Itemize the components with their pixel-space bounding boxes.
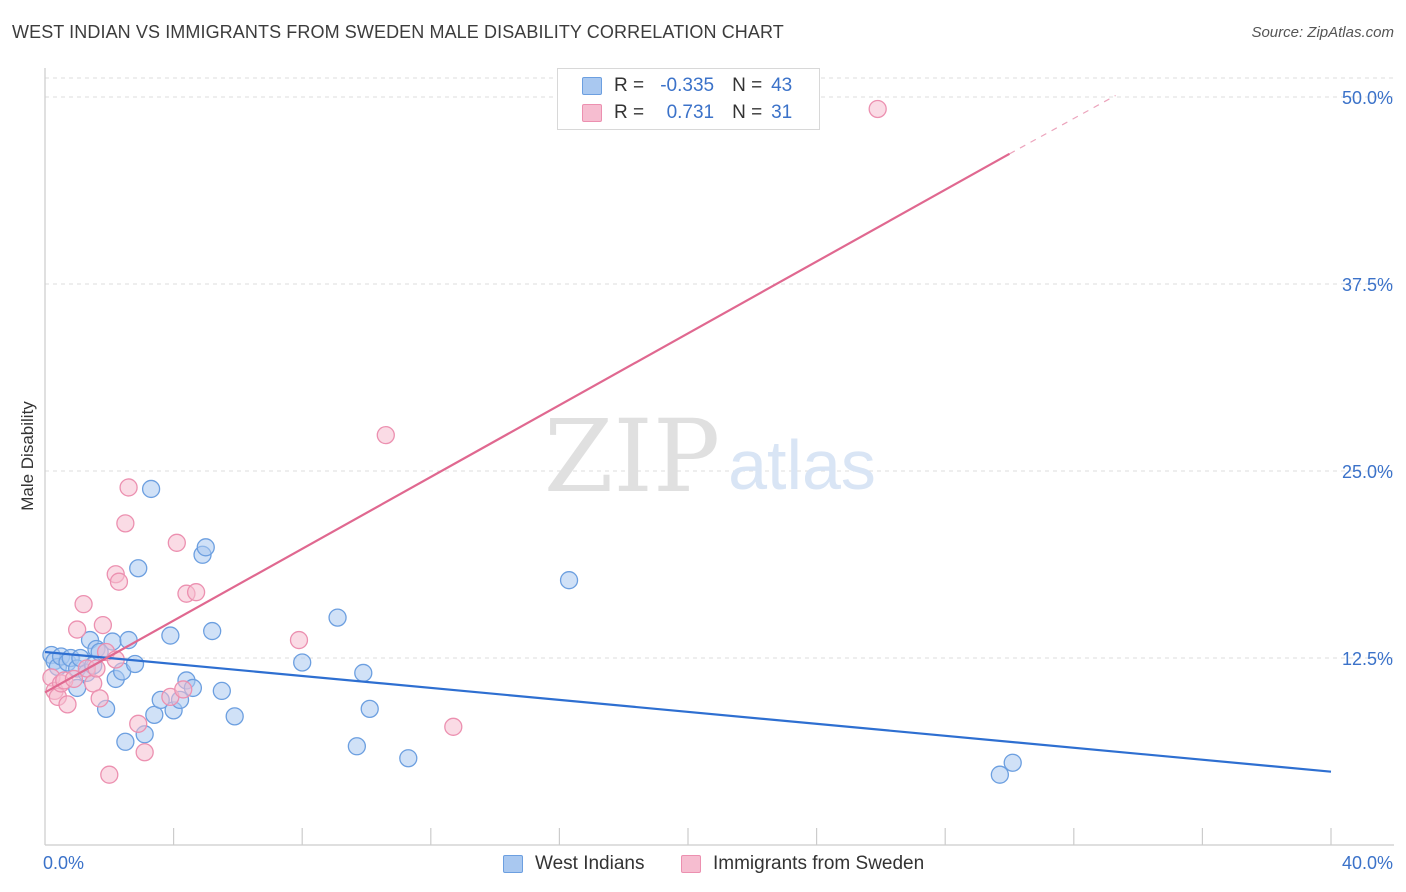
sweden-points <box>42 99 887 784</box>
sweden-point <box>93 615 113 635</box>
gridlines <box>45 77 1394 659</box>
sweden-point <box>174 680 193 699</box>
west-indians-point <box>360 699 379 719</box>
sweden-point <box>376 425 395 445</box>
sweden-trend-extension <box>1009 94 1116 155</box>
y-tick-label: 50.0% <box>1342 88 1393 108</box>
west-indians-point <box>129 559 148 578</box>
legend-west-indians[interactable]: West Indians <box>503 852 644 876</box>
sweden-point <box>868 99 887 119</box>
x-tick-label: 0.0% <box>43 853 84 873</box>
sweden-point <box>186 583 206 602</box>
n-value: 31 <box>771 102 793 123</box>
sweden-point <box>68 620 87 639</box>
correlation-stats-box: R = -0.335 N = 43 R = 0.731 N = 31 <box>557 68 820 130</box>
axes <box>44 68 1394 846</box>
sweden-point <box>444 717 463 736</box>
west-indians-point <box>328 608 347 627</box>
west-indians-point <box>116 732 135 751</box>
legend-west-indians-swatch <box>503 855 523 873</box>
chart-title: WEST INDIAN VS IMMIGRANTS FROM SWEDEN MA… <box>12 22 784 42</box>
chart-source: Source: ZipAtlas.com <box>1251 24 1394 41</box>
r-value: 0.731 <box>666 102 715 123</box>
sweden-point <box>167 533 186 552</box>
sweden-point <box>135 743 154 762</box>
west-indians-point <box>347 737 367 756</box>
west-indians-point <box>125 654 145 674</box>
west-indians-points <box>42 479 1022 784</box>
sweden-point <box>100 765 119 784</box>
west-indians-point <box>212 681 231 701</box>
trend-lines <box>44 94 1332 773</box>
r-value: -0.335 <box>660 75 715 96</box>
x-tick-label: 40.0% <box>1342 853 1393 873</box>
sweden-swatch <box>582 104 602 122</box>
west-indians-point <box>559 571 579 590</box>
west-indians-swatch <box>582 77 602 95</box>
n-value: 43 <box>771 75 793 96</box>
r-label: R = <box>614 102 645 123</box>
sweden-point <box>119 478 138 497</box>
r-label: R = <box>614 75 645 96</box>
sweden-point <box>289 630 309 650</box>
west-indians-point <box>1003 753 1022 772</box>
legend-sweden-label: Immigrants from Sweden <box>713 853 925 874</box>
west-indians-point <box>161 626 180 645</box>
stats-row-sweden: R = 0.731 N = 31 <box>582 100 792 126</box>
n-label: N = <box>732 102 763 123</box>
west-indians-trend-line <box>44 650 1332 773</box>
tick-labels: 12.5% 25.0% 37.5% 50.0% 0.0% 40.0% <box>43 88 1393 873</box>
sweden-point <box>74 594 93 614</box>
watermark-atlas: atlas <box>728 426 876 504</box>
west-indians-point <box>225 707 244 726</box>
west-indians-point <box>354 663 373 683</box>
west-indians-point <box>203 621 222 641</box>
y-tick-label: 25.0% <box>1342 462 1393 482</box>
west-indians-point <box>399 749 418 768</box>
stats-row-west-indians: R = -0.335 N = 43 <box>582 73 792 99</box>
west-indians-point <box>293 653 312 672</box>
sweden-point <box>116 514 135 533</box>
sweden-point <box>109 572 129 591</box>
sweden-point <box>129 714 148 733</box>
legend-sweden-swatch <box>681 855 701 873</box>
legend-west-indians-label: West Indians <box>535 853 645 874</box>
watermark: ZIP atlas <box>544 398 876 515</box>
sweden-point <box>58 695 77 714</box>
legend-sweden[interactable]: Immigrants from Sweden <box>681 852 924 876</box>
sweden-point <box>90 689 109 708</box>
west-indians-point <box>196 538 215 557</box>
sweden-trend-line <box>44 152 1011 694</box>
west-indians-point <box>990 765 1010 784</box>
n-label: N = <box>732 75 763 96</box>
west-indians-point <box>141 479 161 499</box>
y-tick-label: 12.5% <box>1342 649 1393 669</box>
y-tick-label: 37.5% <box>1342 275 1393 295</box>
watermark-zip: ZIP <box>544 398 720 515</box>
